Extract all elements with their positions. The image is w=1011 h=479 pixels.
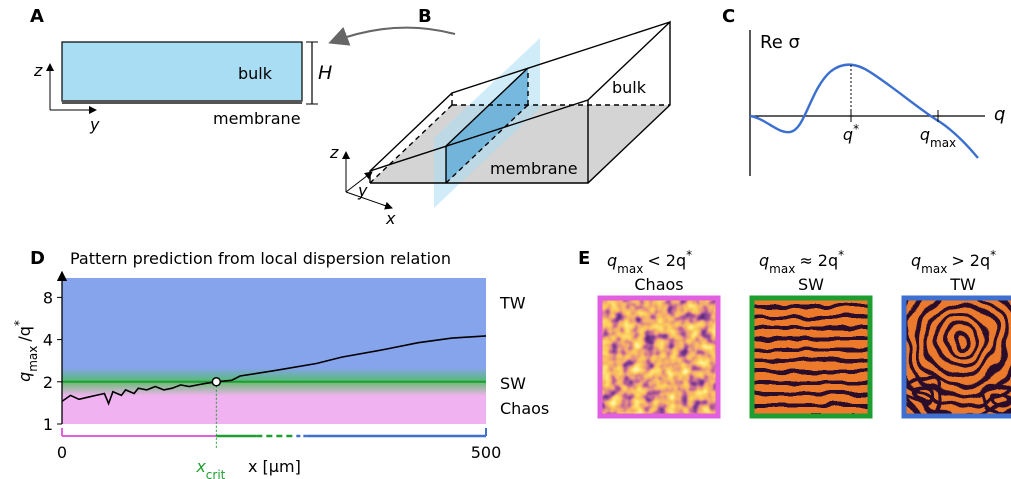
text-part: q: [15, 372, 34, 382]
text-part: *: [686, 248, 692, 262]
text-part: crit: [206, 468, 226, 479]
text-part: q: [759, 251, 769, 270]
panel-label: E: [578, 248, 590, 269]
critical-point: [211, 377, 222, 387]
axis-label: y: [89, 115, 100, 134]
text-part: max: [921, 262, 947, 276]
pattern-name: SW: [798, 275, 824, 294]
y-tick-label: 1: [43, 415, 53, 434]
text-part: ≈ 2q: [799, 251, 838, 270]
height-label: H: [318, 62, 332, 84]
text-part: q: [920, 125, 930, 144]
text-part: *: [12, 320, 26, 326]
bulk-label: bulk: [612, 78, 647, 97]
slice: [446, 68, 528, 183]
text-part: max: [617, 262, 643, 276]
x-tick-label: 500: [471, 443, 502, 462]
text-part: *: [853, 122, 859, 136]
pattern-title: qmax < 2q*: [607, 248, 692, 276]
q-max-label: qmax: [920, 125, 956, 150]
text-part: q: [607, 251, 617, 270]
text-part: q: [843, 125, 853, 144]
axis-label: q: [994, 104, 1005, 125]
text-part: max: [930, 136, 956, 150]
panel-label: B: [418, 6, 432, 27]
chart-title: Pattern prediction from local dispersion…: [70, 249, 451, 268]
text-part: < 2q: [647, 251, 686, 270]
pattern-title: qmax ≈ 2q*: [759, 248, 844, 276]
membrane-strip: [62, 100, 302, 104]
axis-label: y: [357, 181, 368, 200]
panel-label: D: [30, 248, 45, 269]
membrane-label: membrane: [490, 159, 578, 178]
pattern-frame: [749, 295, 873, 419]
y-axis-label: qmax/q*: [12, 320, 40, 382]
text-part: x: [195, 457, 206, 476]
x-tick-label: 0: [57, 443, 67, 462]
x-axis-label: x [μm]: [248, 457, 301, 476]
text-part: *: [838, 248, 844, 262]
link-arrow: [328, 26, 456, 46]
region-label: TW: [499, 293, 526, 312]
box-edges: [369, 20, 671, 184]
bulk-box: [61, 41, 303, 102]
axis-label: z: [33, 61, 43, 80]
data-line: [61, 335, 487, 406]
text-part: *: [990, 248, 996, 262]
text-part: /q: [15, 326, 34, 342]
region-label: Chaos: [500, 399, 549, 418]
y-tick-label: 2: [43, 373, 53, 392]
pattern-name: Chaos: [634, 275, 683, 294]
pattern-frame: [901, 295, 1011, 419]
y-tick-label: 4: [43, 331, 53, 350]
q-star-label: q*: [843, 122, 859, 144]
panel-label: C: [722, 6, 735, 27]
text-part: > 2q: [951, 251, 990, 270]
pattern-title: qmax > 2q*: [911, 248, 996, 276]
axis-arrow: [345, 171, 373, 193]
region-label: SW: [500, 374, 526, 393]
axis-arrow: [345, 191, 393, 210]
pattern-name: TW: [949, 275, 976, 294]
tw-pattern: [906, 300, 1011, 414]
text-part: max: [26, 346, 40, 372]
xcrit-label: xcrit: [195, 457, 225, 479]
dispersion-curve: [749, 63, 979, 159]
region-tw: [62, 278, 486, 382]
axis-label: z: [329, 143, 339, 162]
sw-pattern: [754, 300, 868, 414]
chaos-pattern: [602, 300, 716, 414]
pattern-frame: [597, 295, 721, 419]
membrane-label: membrane: [213, 109, 301, 128]
axis-label: Re σ: [760, 32, 800, 53]
bulk-label: bulk: [238, 64, 273, 83]
text-part: max: [769, 262, 795, 276]
text-part: q: [911, 251, 921, 270]
panel-label: A: [30, 6, 44, 27]
y-tick-label: 8: [43, 288, 53, 307]
axis-label: x: [385, 209, 396, 228]
